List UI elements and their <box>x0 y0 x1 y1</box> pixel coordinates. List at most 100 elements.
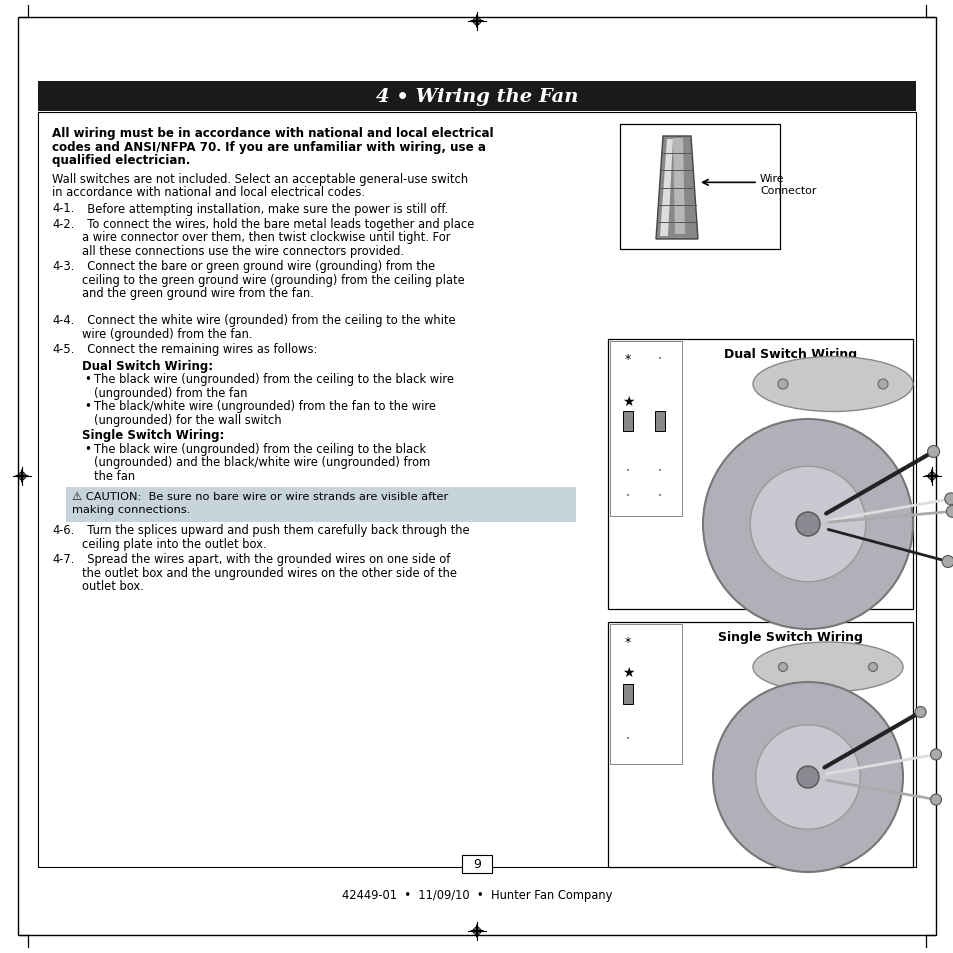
Text: ceiling to the green ground wire (grounding) from the ceiling plate: ceiling to the green ground wire (ground… <box>82 274 464 287</box>
Text: ·: · <box>624 462 631 481</box>
Text: 4-3.: 4-3. <box>52 260 74 274</box>
Text: *: * <box>624 354 631 366</box>
Text: The black wire (ungrounded) from the ceiling to the black: The black wire (ungrounded) from the cei… <box>94 442 426 456</box>
Text: Turn the splices upward and push them carefully back through the: Turn the splices upward and push them ca… <box>80 524 469 537</box>
Text: ·: · <box>657 487 662 506</box>
Text: (ungrounded) and the black/white wire (ungrounded) from: (ungrounded) and the black/white wire (u… <box>94 456 430 469</box>
Circle shape <box>877 379 887 390</box>
Text: ·: · <box>624 487 631 506</box>
Polygon shape <box>21 470 23 476</box>
Text: All wiring must be in accordance with national and local electrical: All wiring must be in accordance with na… <box>52 127 493 140</box>
Text: •: • <box>84 374 91 386</box>
Polygon shape <box>672 139 684 234</box>
Text: Connect the bare or green ground wire (grounding) from the: Connect the bare or green ground wire (g… <box>80 260 435 274</box>
Circle shape <box>943 494 953 505</box>
Bar <box>461 855 492 873</box>
Bar <box>66 487 576 522</box>
Text: ★: ★ <box>621 395 634 409</box>
Bar <box>655 412 664 432</box>
Text: 9: 9 <box>473 858 480 871</box>
Text: ·: · <box>657 462 662 481</box>
Text: (ungrounded) from the fan: (ungrounded) from the fan <box>94 387 247 399</box>
Bar <box>619 125 780 250</box>
Bar <box>38 82 915 112</box>
Text: To connect the wires, hold the bare metal leads together and place: To connect the wires, hold the bare meta… <box>80 218 474 231</box>
Text: Wall switches are not included. Select an acceptable general-use switch: Wall switches are not included. Select a… <box>52 172 468 185</box>
Circle shape <box>749 467 864 582</box>
Text: all these connections use the wire connectors provided.: all these connections use the wire conne… <box>82 245 403 257</box>
Text: 4-7.: 4-7. <box>52 553 74 566</box>
Text: Single Switch Wiring:: Single Switch Wiring: <box>82 429 224 442</box>
Polygon shape <box>930 476 932 483</box>
Text: Single Switch Wiring: Single Switch Wiring <box>718 630 862 643</box>
Polygon shape <box>931 476 938 477</box>
Polygon shape <box>22 476 29 477</box>
Text: *: * <box>624 636 631 649</box>
Circle shape <box>914 707 925 718</box>
Bar <box>609 341 681 517</box>
Circle shape <box>929 794 941 805</box>
Polygon shape <box>476 930 483 932</box>
Text: ·: · <box>624 730 631 749</box>
Text: 4-2.: 4-2. <box>52 218 74 231</box>
Text: a wire connector over them, then twist clockwise until tight. For: a wire connector over them, then twist c… <box>82 232 450 244</box>
Text: 4-6.: 4-6. <box>52 524 74 537</box>
Circle shape <box>926 446 939 458</box>
Polygon shape <box>930 470 932 476</box>
Text: Spread the wires apart, with the grounded wires on one side of: Spread the wires apart, with the grounde… <box>80 553 450 566</box>
Bar <box>607 622 912 867</box>
Bar <box>609 624 681 764</box>
Text: 4-1.: 4-1. <box>52 202 74 215</box>
Polygon shape <box>656 137 698 240</box>
Circle shape <box>795 513 820 537</box>
Text: qualified electrician.: qualified electrician. <box>52 153 191 167</box>
Text: Before attempting installation, make sure the power is still off.: Before attempting installation, make sur… <box>80 202 448 215</box>
Circle shape <box>929 749 941 760</box>
Text: ⚠ CAUTION:  Be sure no bare wire or wire strands are visible after: ⚠ CAUTION: Be sure no bare wire or wire … <box>71 491 448 501</box>
Text: The black/white wire (ungrounded) from the fan to the wire: The black/white wire (ungrounded) from t… <box>94 400 436 413</box>
Ellipse shape <box>752 357 912 412</box>
Bar <box>38 112 915 867</box>
Circle shape <box>796 766 818 788</box>
Text: ★: ★ <box>621 665 634 679</box>
Text: outlet box.: outlet box. <box>82 579 144 593</box>
Text: ceiling plate into the outlet box.: ceiling plate into the outlet box. <box>82 537 266 551</box>
Polygon shape <box>924 476 931 477</box>
Text: the outlet box and the ungrounded wires on the other side of the: the outlet box and the ungrounded wires … <box>82 566 456 579</box>
Text: the fan: the fan <box>94 470 135 482</box>
Text: Connect the remaining wires as follows:: Connect the remaining wires as follows: <box>80 343 317 356</box>
Circle shape <box>778 662 786 672</box>
Polygon shape <box>476 22 477 29</box>
Bar <box>622 684 633 704</box>
Text: ·: · <box>657 350 662 369</box>
Text: 4-4.: 4-4. <box>52 314 74 327</box>
Text: 4-5.: 4-5. <box>52 343 74 356</box>
Text: 4 • Wiring the Fan: 4 • Wiring the Fan <box>375 88 578 106</box>
Polygon shape <box>659 140 672 236</box>
Text: and the green ground wire from the fan.: and the green ground wire from the fan. <box>82 287 314 300</box>
Polygon shape <box>476 924 477 931</box>
Text: making connections.: making connections. <box>71 504 191 515</box>
Circle shape <box>755 725 860 829</box>
Circle shape <box>867 662 877 672</box>
Text: in accordance with national and local electrical codes.: in accordance with national and local el… <box>52 186 365 199</box>
Circle shape <box>712 682 902 872</box>
Text: Dual Switch Wiring: Dual Switch Wiring <box>723 348 856 360</box>
Polygon shape <box>470 930 476 932</box>
Text: Wire
Connector: Wire Connector <box>760 174 816 195</box>
Ellipse shape <box>752 642 902 692</box>
Text: codes and ANSI/NFPA 70. If you are unfamiliar with wiring, use a: codes and ANSI/NFPA 70. If you are unfam… <box>52 140 485 153</box>
Text: Connect the white wire (grounded) from the ceiling to the white: Connect the white wire (grounded) from t… <box>80 314 456 327</box>
Bar <box>607 339 912 609</box>
Text: 42449-01  •  11/09/10  •  Hunter Fan Company: 42449-01 • 11/09/10 • Hunter Fan Company <box>341 888 612 902</box>
Polygon shape <box>476 15 477 22</box>
Circle shape <box>941 556 953 568</box>
Bar <box>622 412 633 432</box>
Text: •: • <box>84 442 91 456</box>
Polygon shape <box>15 476 22 477</box>
Polygon shape <box>476 21 483 23</box>
Circle shape <box>778 379 787 390</box>
Polygon shape <box>21 476 23 483</box>
Text: The black wire (ungrounded) from the ceiling to the black wire: The black wire (ungrounded) from the cei… <box>94 374 454 386</box>
Polygon shape <box>476 931 477 938</box>
